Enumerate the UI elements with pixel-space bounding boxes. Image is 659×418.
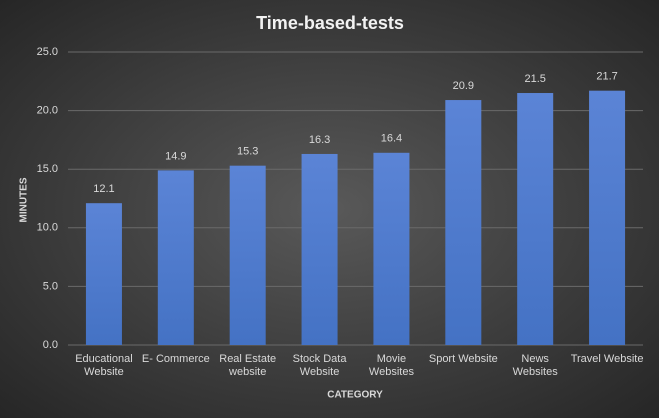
y-tick-label: 15.0 — [37, 163, 58, 175]
y-axis-label: MINUTES — [19, 177, 30, 222]
y-tick-label: 20.0 — [37, 105, 58, 117]
bar — [229, 165, 266, 345]
x-tick-label: Stock Data Website — [292, 353, 347, 378]
x-tick-label: Real Estate website — [219, 353, 277, 378]
value-label: 14.9 — [165, 150, 186, 162]
x-tick-label: News Websites — [512, 353, 558, 378]
x-tick-label: Educational Website — [75, 353, 133, 378]
value-label: 21.7 — [596, 71, 617, 83]
value-label: 20.9 — [453, 80, 474, 92]
value-label: 12.1 — [93, 183, 114, 195]
x-tick-label: Sport Website — [428, 353, 498, 365]
bar — [445, 100, 482, 345]
bar — [157, 170, 194, 345]
bar — [589, 90, 626, 346]
value-label: 21.5 — [524, 73, 545, 85]
chart-title: Time-based-tests — [256, 13, 404, 33]
bar — [517, 93, 554, 346]
x-tick-label: E- Commerce — [141, 353, 210, 365]
bar — [373, 152, 410, 345]
bar — [301, 153, 338, 345]
bar — [85, 203, 122, 345]
x-axis-label: CATEGORY — [327, 390, 383, 401]
x-tick-label: Movie Websites — [368, 353, 414, 378]
value-label: 15.3 — [237, 146, 258, 158]
x-tick-label: Travel Website — [570, 353, 644, 365]
value-label: 16.4 — [381, 133, 402, 145]
y-tick-label: 25.0 — [37, 46, 58, 58]
y-tick-label: 5.0 — [43, 280, 58, 292]
y-tick-label: 0.0 — [43, 339, 58, 351]
value-label: 16.3 — [309, 134, 330, 146]
y-tick-label: 10.0 — [37, 222, 58, 234]
